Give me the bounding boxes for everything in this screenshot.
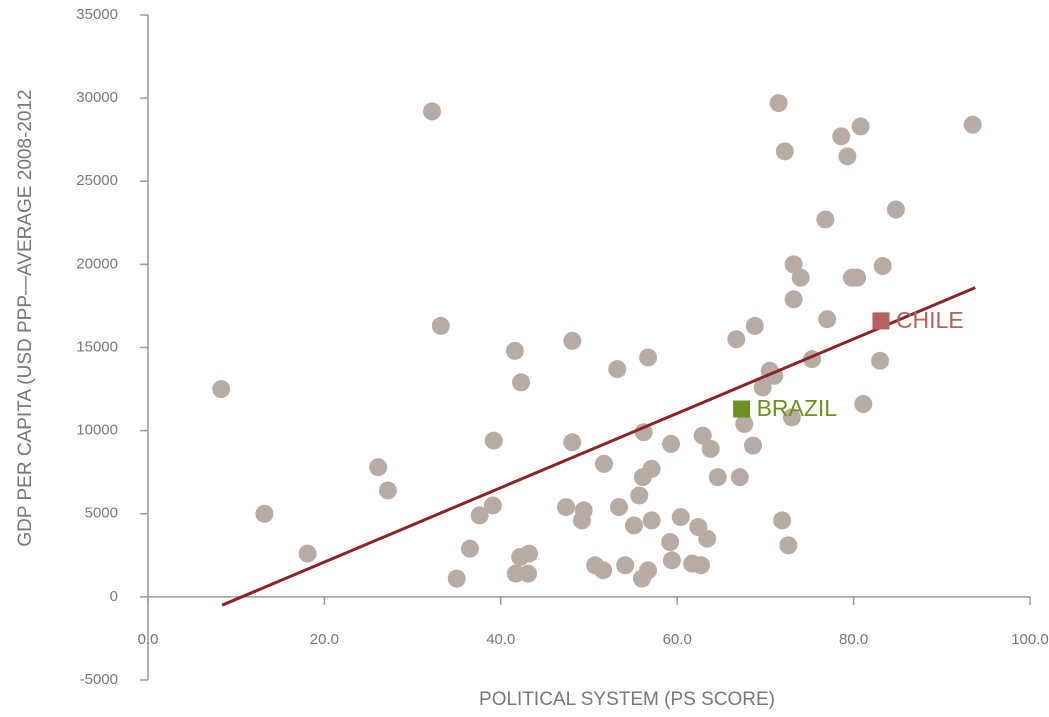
point	[639, 348, 658, 367]
point	[563, 433, 582, 452]
point	[735, 414, 754, 433]
trend-line	[221, 286, 976, 607]
point	[730, 468, 749, 487]
y-tick-label: 35000	[76, 6, 118, 23]
highlight-label: CHILE	[896, 307, 964, 333]
point	[662, 434, 681, 453]
point	[708, 468, 727, 487]
point	[753, 378, 772, 397]
point	[873, 257, 892, 276]
point	[745, 316, 764, 335]
point	[871, 351, 890, 370]
highlight-point	[872, 312, 890, 330]
point	[744, 436, 763, 455]
point	[630, 486, 649, 505]
point	[423, 102, 442, 121]
point	[369, 458, 388, 477]
x-tick-label: 100.0	[1011, 631, 1049, 648]
point	[378, 481, 397, 500]
point	[782, 408, 801, 427]
x-tick-label: 20.0	[310, 631, 339, 648]
point	[848, 268, 867, 287]
point	[519, 564, 538, 583]
point	[838, 147, 857, 166]
point	[512, 373, 531, 392]
point	[773, 511, 792, 530]
point	[784, 255, 803, 274]
point	[791, 268, 810, 287]
point	[854, 395, 873, 414]
point	[692, 556, 711, 575]
point	[769, 94, 788, 113]
point	[727, 330, 746, 349]
point	[816, 210, 835, 229]
y-tick-label: 0	[110, 588, 118, 605]
point	[784, 290, 803, 309]
point	[624, 516, 643, 535]
x-tick-label: 60.0	[663, 631, 692, 648]
point	[608, 360, 627, 379]
point	[661, 533, 680, 552]
point	[298, 544, 317, 563]
y-tick-label: 5000	[85, 505, 118, 522]
point	[483, 496, 502, 515]
point	[639, 561, 658, 580]
point	[520, 544, 539, 563]
point	[779, 536, 798, 555]
point	[484, 431, 503, 450]
point	[557, 498, 576, 517]
point	[963, 115, 982, 134]
point	[594, 454, 613, 473]
point	[832, 127, 851, 146]
highlight-point	[733, 400, 751, 418]
y-tick-label: -5000	[80, 671, 118, 688]
point	[818, 310, 837, 329]
y-tick-label: 20000	[76, 255, 118, 272]
x-tick-label: 40.0	[486, 631, 515, 648]
y-tick-label: 15000	[76, 338, 118, 355]
highlight-label: BRAZIL	[757, 395, 838, 421]
point	[255, 504, 274, 523]
point	[851, 117, 870, 136]
point	[506, 564, 525, 583]
x-tick-label: 80.0	[839, 631, 868, 648]
point	[701, 439, 720, 458]
point	[693, 426, 712, 445]
point	[662, 551, 681, 570]
point	[642, 511, 661, 530]
point	[594, 561, 613, 580]
point	[574, 501, 593, 520]
point	[470, 506, 489, 525]
point	[886, 200, 905, 219]
point	[460, 539, 479, 558]
x-axis-title: POLITICAL SYSTEM (PS SCORE)	[479, 689, 775, 710]
point	[563, 331, 582, 350]
point	[609, 498, 628, 517]
y-tick-label: 30000	[76, 89, 118, 106]
point	[671, 508, 690, 527]
point	[616, 556, 635, 575]
point	[505, 341, 524, 360]
point	[431, 316, 450, 335]
point	[698, 529, 717, 548]
point	[447, 569, 466, 588]
y-tick-label: 10000	[76, 422, 118, 439]
x-tick-label: 0.0	[138, 631, 159, 648]
point	[642, 459, 661, 478]
y-axis-title: GDP PER CAPITA (USD PPP—AVERAGE 2008-201…	[15, 89, 36, 546]
point	[212, 380, 231, 399]
y-tick-label: 25000	[76, 172, 118, 189]
point	[775, 142, 794, 161]
